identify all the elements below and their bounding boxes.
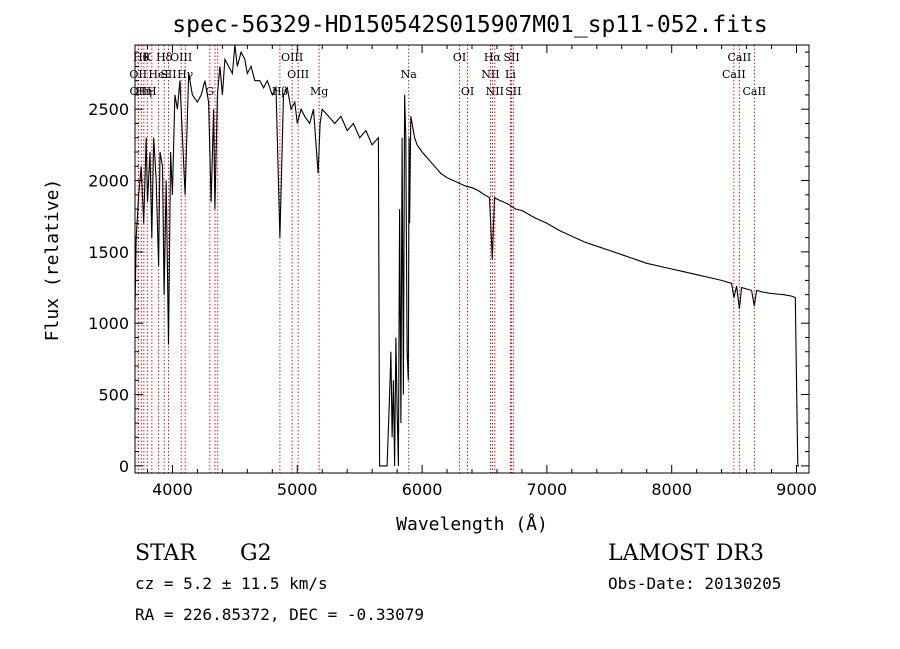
x-tick-label: 8000 xyxy=(651,480,692,499)
line-label: Hα xyxy=(484,51,502,64)
line-markers xyxy=(137,45,755,473)
line-label: Mg xyxy=(310,85,328,98)
line-label: OIII xyxy=(281,51,303,64)
line-label: NII xyxy=(481,68,499,81)
spectrum-line xyxy=(134,44,799,467)
chart-title: spec-56329-HD150542S015907M01_sp11-052.f… xyxy=(172,12,767,38)
subclass: G2 xyxy=(240,541,272,566)
line-label: CaII xyxy=(728,51,752,64)
line-label: OII xyxy=(129,68,147,81)
line-label: CaII xyxy=(742,85,766,98)
line-label: Hη xyxy=(136,85,152,98)
line-label: SII xyxy=(503,51,519,64)
line-label: OII xyxy=(130,85,148,98)
line-label: HeI xyxy=(148,68,168,81)
line-label: G xyxy=(205,85,214,98)
y-tick-label: 1000 xyxy=(88,314,129,333)
line-label: Na xyxy=(401,68,418,81)
y-axis: 0 500 1000 1500 2000 2500 xyxy=(88,51,809,476)
line-label: SII xyxy=(505,85,521,98)
x-tick-label: 7000 xyxy=(527,480,568,499)
coordinates: RA = 226.85372, DEC = -0.33079 xyxy=(135,605,424,624)
x-tick-label: 6000 xyxy=(402,480,443,499)
x-axis-label: Wavelength (Å) xyxy=(396,513,548,535)
line-label: K xyxy=(143,51,152,64)
y-tick-label: 1500 xyxy=(88,243,129,262)
redshift-info: cz = 5.2 ± 11.5 km/s xyxy=(135,574,328,593)
line-label: OI xyxy=(453,51,466,64)
line-label: SII xyxy=(160,68,176,81)
y-tick-label: 2000 xyxy=(88,172,129,191)
line-label: OI xyxy=(461,85,474,98)
y-tick-label: 2500 xyxy=(88,100,129,119)
y-axis-label: Flux (relative) xyxy=(42,179,63,342)
line-label: OIII xyxy=(287,68,309,81)
x-tick-label: 4000 xyxy=(152,480,193,499)
y-tick-label: 500 xyxy=(98,386,129,405)
survey-name: LAMOST DR3 xyxy=(608,541,764,566)
line-label: NII xyxy=(486,85,504,98)
x-tick-label: 9000 xyxy=(776,480,817,499)
line-label: Li xyxy=(505,68,516,81)
object-class: STAR xyxy=(135,541,197,566)
x-axis: 4000 5000 6000 7000 8000 9000 xyxy=(146,45,817,499)
line-label: Hγ xyxy=(177,68,194,81)
line-label: H xyxy=(147,85,157,98)
line-label: CaII xyxy=(722,68,746,81)
y-tick-label: 0 xyxy=(119,457,129,476)
plot-frame xyxy=(134,44,810,474)
line-label: Hθ xyxy=(133,51,150,64)
x-tick-label: 5000 xyxy=(277,480,318,499)
observation-date: Obs-Date: 20130205 xyxy=(608,574,781,593)
line-label: Hδ xyxy=(156,51,173,64)
line-label: OIII xyxy=(170,51,192,64)
